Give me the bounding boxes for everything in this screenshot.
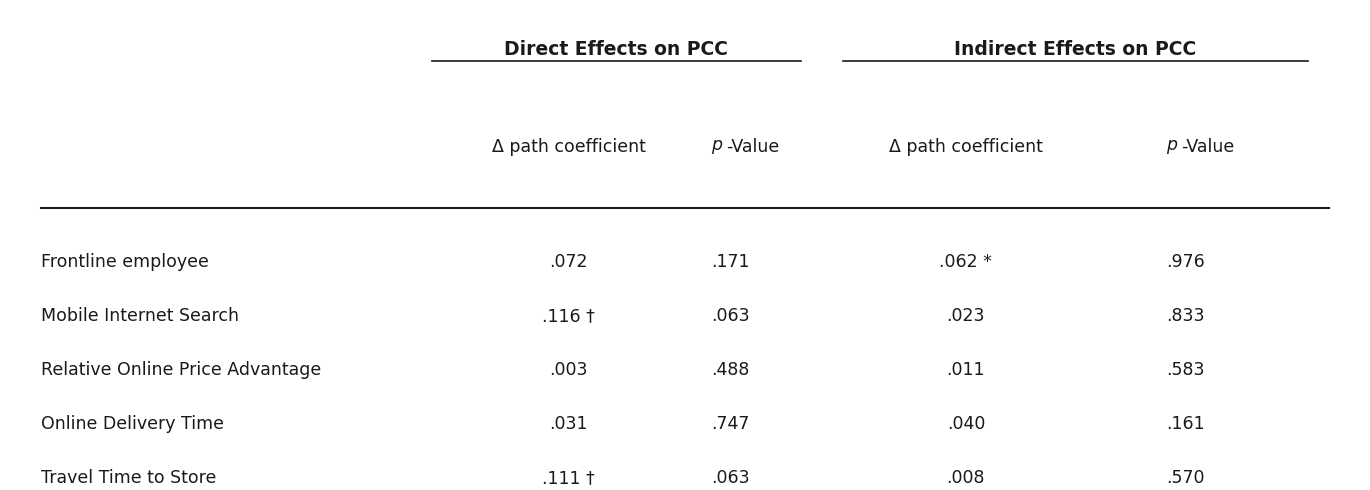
Text: .116 †: .116 †	[543, 307, 595, 325]
Text: Relative Online Price Advantage: Relative Online Price Advantage	[41, 361, 322, 379]
Text: $p$: $p$	[1166, 138, 1178, 156]
Text: .488: .488	[711, 361, 749, 379]
Text: .072: .072	[549, 253, 588, 271]
Text: .063: .063	[711, 469, 749, 487]
Text: .008: .008	[947, 469, 985, 487]
Text: ‐Value: ‐Value	[1181, 138, 1234, 156]
Text: .040: .040	[947, 415, 985, 433]
Text: .003: .003	[549, 361, 588, 379]
Text: .031: .031	[549, 415, 588, 433]
Text: $p$: $p$	[711, 138, 723, 156]
Text: Frontline employee: Frontline employee	[41, 253, 210, 271]
Text: Direct Effects on PCC: Direct Effects on PCC	[504, 40, 729, 59]
Text: Δ path coefficient: Δ path coefficient	[492, 138, 645, 156]
Text: Indirect Effects on PCC: Indirect Effects on PCC	[955, 40, 1196, 59]
Text: .976: .976	[1166, 253, 1204, 271]
Text: Online Delivery Time: Online Delivery Time	[41, 415, 225, 433]
Text: Δ path coefficient: Δ path coefficient	[889, 138, 1043, 156]
Text: .023: .023	[947, 307, 985, 325]
Text: .833: .833	[1166, 307, 1204, 325]
Text: Mobile Internet Search: Mobile Internet Search	[41, 307, 240, 325]
Text: .011: .011	[947, 361, 985, 379]
Text: ‐Value: ‐Value	[726, 138, 780, 156]
Text: .063: .063	[711, 307, 749, 325]
Text: .171: .171	[711, 253, 749, 271]
Text: .062 *: .062 *	[940, 253, 992, 271]
Text: .570: .570	[1166, 469, 1204, 487]
Text: .111 †: .111 †	[543, 469, 595, 487]
Text: .747: .747	[711, 415, 749, 433]
Text: Travel Time to Store: Travel Time to Store	[41, 469, 216, 487]
Text: .161: .161	[1166, 415, 1204, 433]
Text: .583: .583	[1166, 361, 1204, 379]
